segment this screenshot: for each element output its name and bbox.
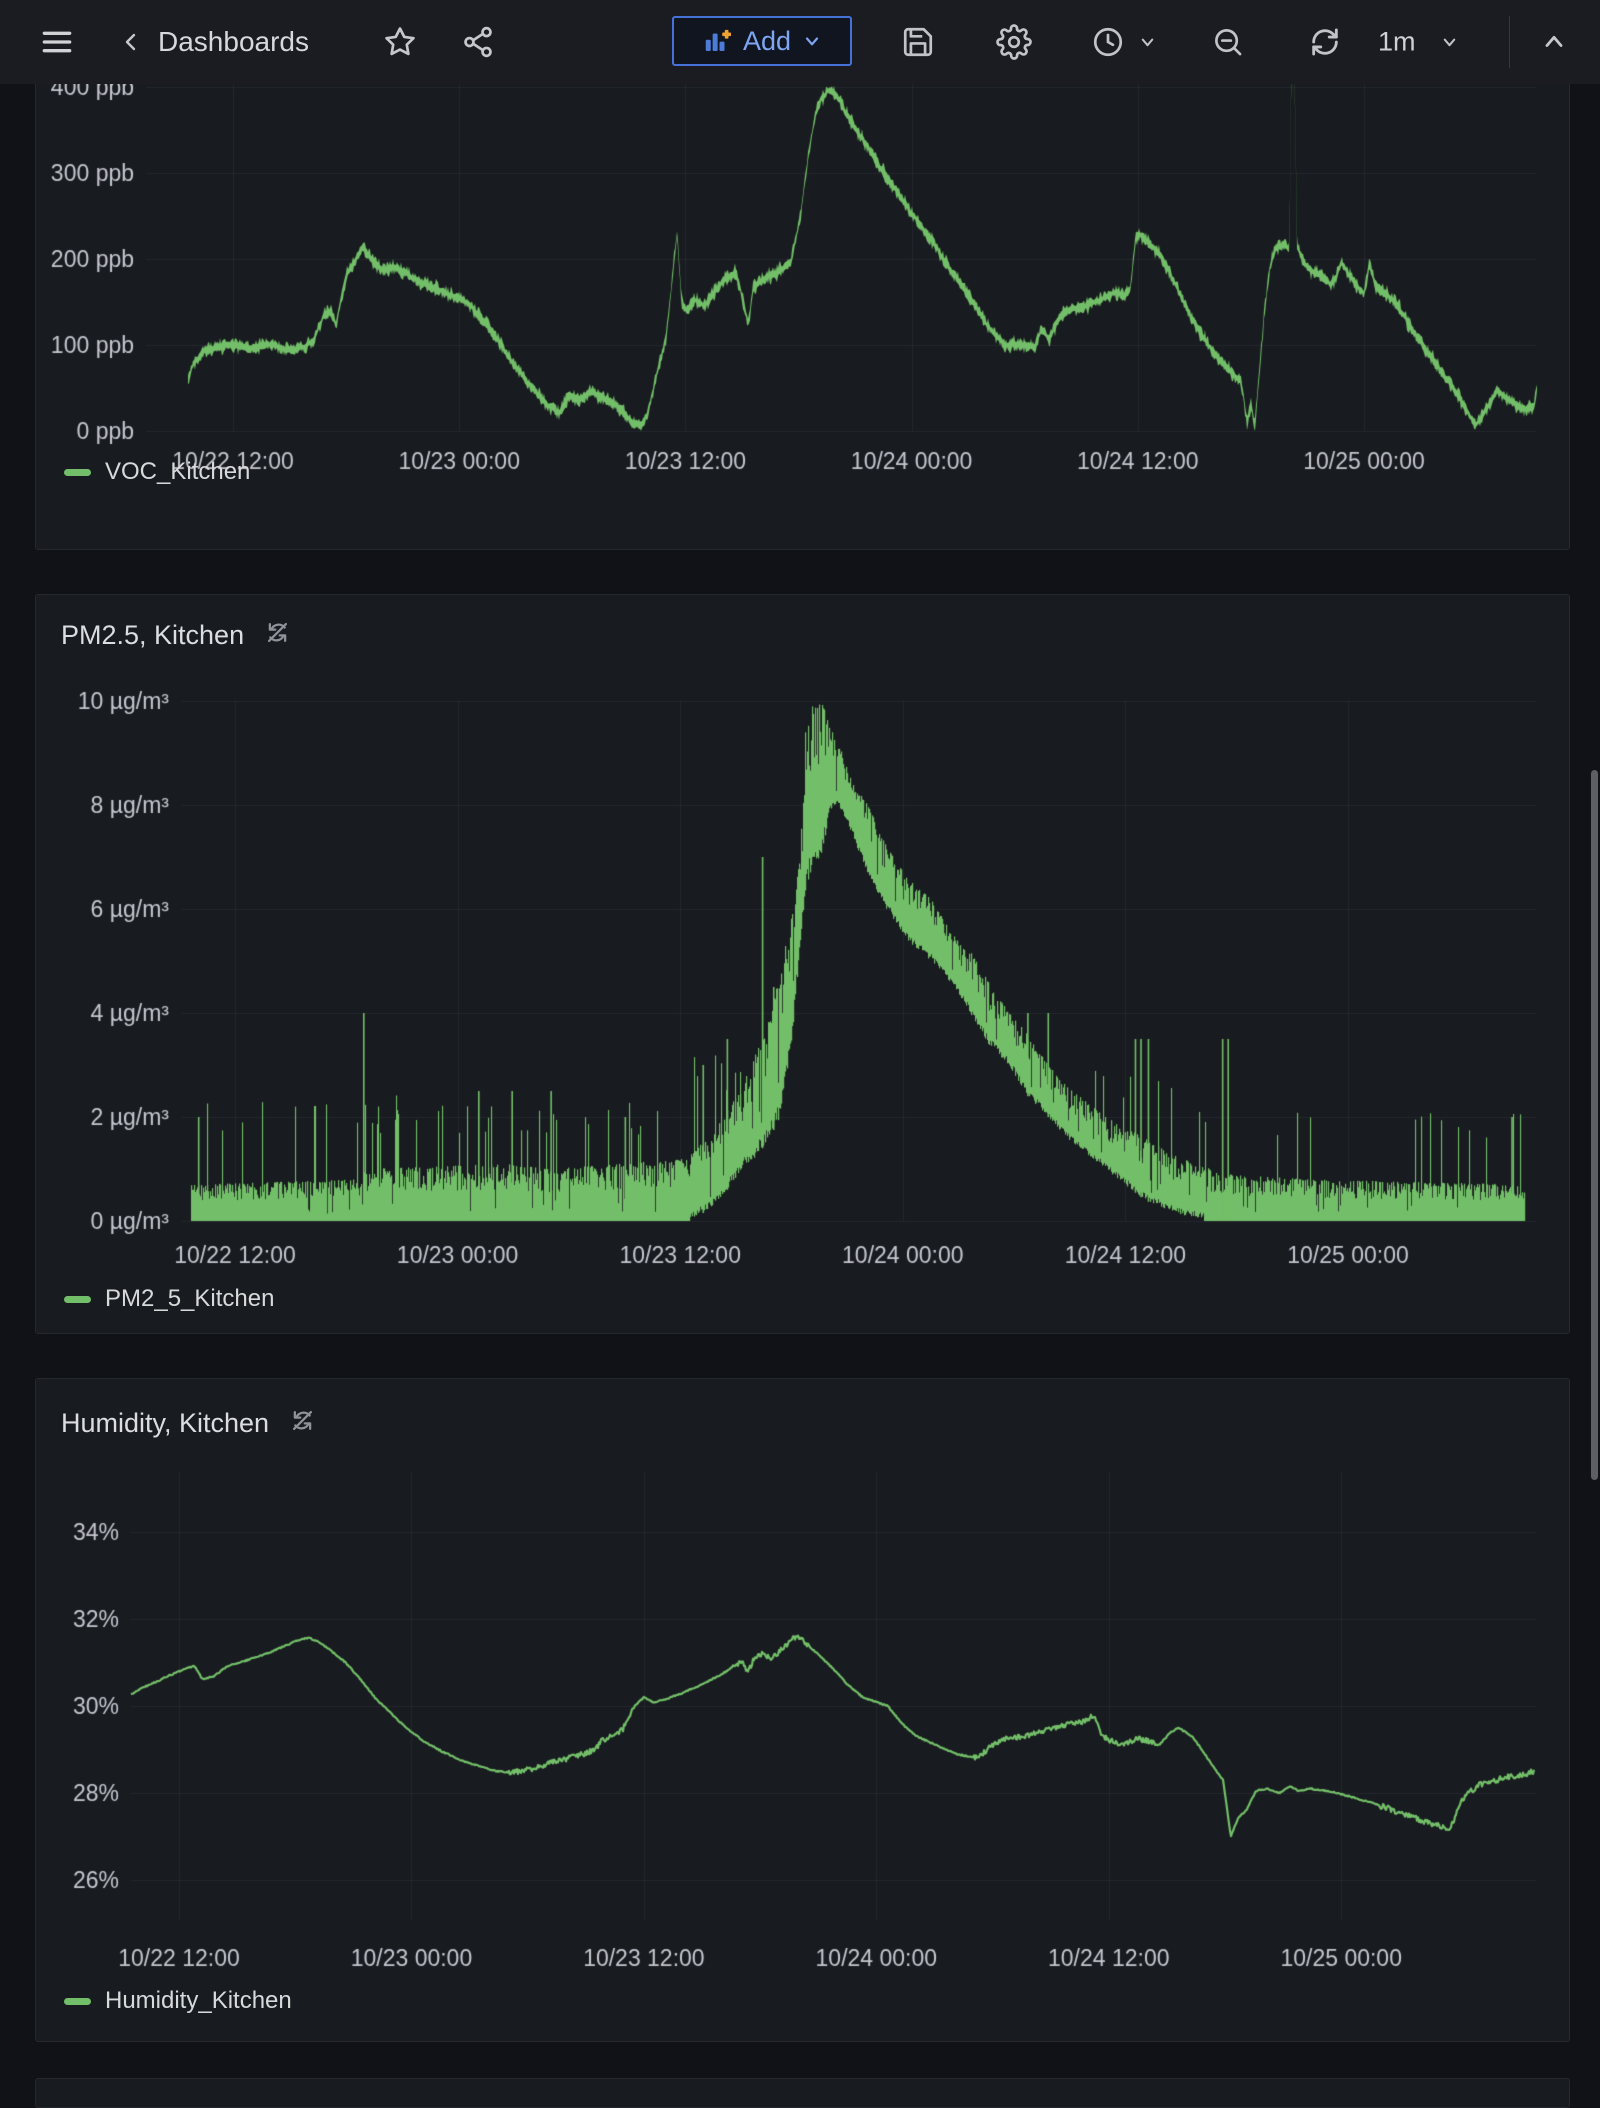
toolbar-divider <box>1509 16 1510 68</box>
breadcrumb[interactable]: Dashboards <box>158 26 309 57</box>
share-icon[interactable] <box>461 25 495 59</box>
pm25-panel-title[interactable]: PM2.5, Kitchen <box>61 619 291 651</box>
humidity-series-color-dash <box>64 1997 91 2005</box>
sync-off-icon <box>264 619 291 651</box>
time-range-chevron-down-icon[interactable] <box>1138 33 1157 52</box>
voc-series-label[interactable]: VOC_Kitchen <box>105 458 251 485</box>
humidity-series-label[interactable]: Humidity_Kitchen <box>105 1987 292 2014</box>
top-toolbar: Dashboards Add <box>0 0 1600 84</box>
add-panel-icon <box>702 26 732 56</box>
sync-off-icon <box>289 1407 316 1439</box>
settings-gear-icon[interactable] <box>996 24 1032 60</box>
legend-voc[interactable]: VOC_Kitchen <box>64 458 250 486</box>
menu-icon[interactable] <box>38 23 76 61</box>
refresh-interval-value[interactable]: 1m <box>1378 26 1416 57</box>
zoom-out-icon[interactable] <box>1211 25 1245 59</box>
refresh-icon[interactable] <box>1308 25 1342 59</box>
add-button[interactable]: Add <box>672 16 852 66</box>
chevron-down-icon <box>805 37 819 46</box>
collapse-chevron-up-icon[interactable] <box>1540 28 1568 56</box>
time-range-clock-icon[interactable] <box>1091 25 1125 59</box>
add-button-label[interactable]: Add <box>742 25 792 56</box>
chevron-left-icon[interactable] <box>120 30 144 54</box>
pm25-series-color-dash <box>64 1295 91 1303</box>
panel-pm25: PM2.5, Kitchen PM2_5_Kitchen <box>35 594 1570 1334</box>
humidity-panel-title[interactable]: Humidity, Kitchen <box>61 1407 316 1439</box>
panel-next-partial <box>35 2078 1570 2108</box>
star-icon[interactable] <box>383 25 417 59</box>
refresh-interval-chevron-down-icon[interactable] <box>1440 33 1459 52</box>
legend-pm25[interactable]: PM2_5_Kitchen <box>64 1285 274 1313</box>
legend-humidity[interactable]: Humidity_Kitchen <box>64 1987 292 2015</box>
humidity-panel-title-text[interactable]: Humidity, Kitchen <box>61 1407 270 1438</box>
pm25-chart-plot[interactable] <box>51 661 1556 1281</box>
panel-humidity: Humidity, Kitchen Humidity_Kitchen <box>35 1378 1570 2042</box>
page-scrollbar-thumb[interactable] <box>1591 770 1598 1480</box>
voc-series-color-dash <box>64 468 91 476</box>
save-icon[interactable] <box>901 25 935 59</box>
pm25-series-label[interactable]: PM2_5_Kitchen <box>105 1285 275 1312</box>
humidity-chart-plot[interactable] <box>51 1456 1556 1976</box>
pm25-panel-title-text[interactable]: PM2.5, Kitchen <box>61 619 245 650</box>
